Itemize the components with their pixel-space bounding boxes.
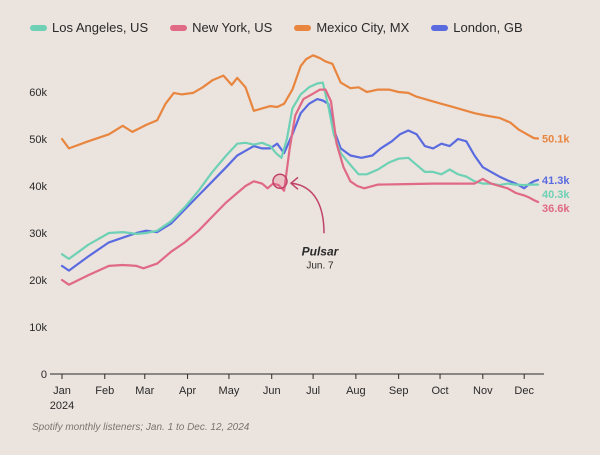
x-tick-label: Sep: [389, 385, 409, 397]
legend-item-mexico-city-mx: Mexico City, MX: [294, 20, 409, 35]
x-tick-label: May: [219, 385, 240, 397]
x-tick-label: Mar: [135, 385, 154, 397]
series-line-los-angeles-us: [60, 81, 540, 260]
legend-label: New York, US: [192, 20, 273, 35]
legend-label: Mexico City, MX: [316, 20, 410, 35]
y-tick-label: 50k: [29, 134, 47, 146]
chart-caption: Spotify monthly listeners; Jan. 1 to Dec…: [32, 422, 250, 433]
legend-label: Los Angeles, US: [52, 20, 149, 35]
annotation-arrowhead: [289, 176, 299, 190]
y-tick-label: 20k: [29, 275, 47, 287]
legend: Los Angeles, US New York, US Mexico City, …: [30, 20, 545, 35]
y-tick-label: 0: [41, 369, 47, 381]
y-tick-label: 60k: [29, 87, 47, 99]
series-line-mexico-city-mx: [60, 54, 540, 150]
x-tick-label: Nov: [473, 385, 493, 397]
end-label-mexico-city-mx: 50.1k: [542, 134, 570, 146]
legend-swatch: [170, 24, 188, 31]
legend-swatch: [431, 24, 449, 31]
y-tick-label: 30k: [29, 228, 47, 240]
annotation-arrow: [291, 182, 325, 234]
legend-swatch: [30, 24, 47, 31]
x-tick-label: Jun: [263, 385, 281, 397]
end-label-new-york-us: 36.6k: [542, 203, 570, 215]
end-label-london-gb: 41.3k: [542, 175, 570, 187]
series-line-new-york-us: [60, 88, 540, 286]
legend-item-los-angeles-us: Los Angeles, US: [30, 20, 148, 35]
x-year-label: 2024: [50, 400, 74, 412]
x-tick-label: Aug: [346, 385, 366, 397]
annotation-title: Pulsar: [302, 244, 340, 258]
legend-label: London, GB: [453, 20, 523, 35]
y-tick-label: 40k: [29, 181, 47, 193]
legend-item-london-gb: London, GB: [431, 20, 523, 35]
annotation-circle: [272, 173, 288, 190]
x-tick-label: Feb: [95, 385, 114, 397]
x-tick-label: Oct: [431, 385, 448, 397]
y-tick-label: 10k: [29, 322, 47, 334]
x-tick-label: Dec: [514, 385, 534, 397]
end-label-los-angeles-us: 40.3k: [542, 189, 570, 201]
annotation-subtitle: Jun. 7: [306, 260, 334, 271]
x-tick-label: Jul: [306, 385, 320, 397]
x-tick-label: Apr: [179, 385, 196, 397]
x-tick-label: Jan: [53, 385, 71, 397]
legend-item-new-york-us: New York, US: [170, 20, 272, 35]
legend-swatch: [294, 24, 312, 31]
